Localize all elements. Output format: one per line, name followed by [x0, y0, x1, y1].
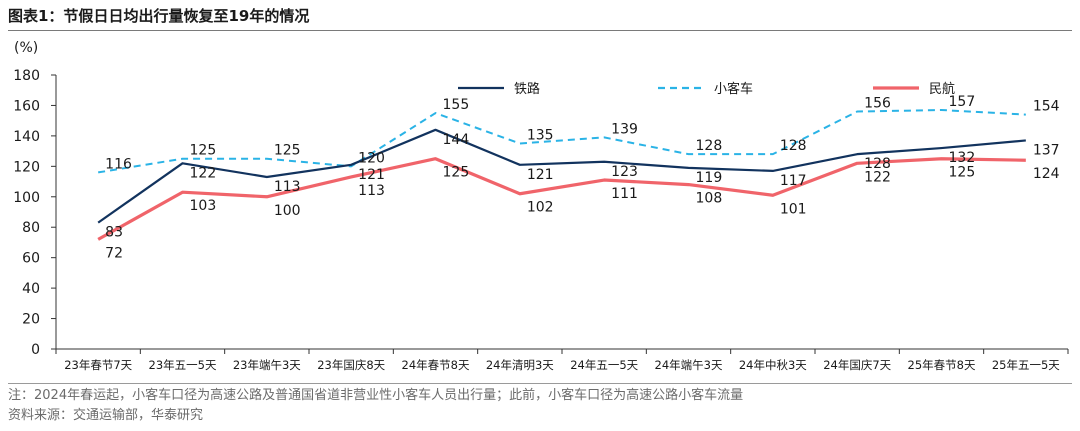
data-label-air: 108 [696, 191, 723, 207]
x-tick-label: 24年端午3天 [655, 358, 723, 372]
x-tick-label: 23年端午3天 [233, 358, 301, 372]
legend-label-air: 民航 [929, 81, 955, 97]
data-label-car: 120 [358, 150, 385, 166]
data-label-rail: 123 [611, 164, 638, 180]
data-label-rail: 117 [780, 173, 807, 189]
data-label-rail: 122 [190, 165, 217, 181]
chart-source: 资料来源：交通运输部，华泰研究 [8, 408, 204, 423]
data-label-air: 122 [864, 169, 891, 185]
y-tick-label: 60 [22, 251, 40, 267]
x-tick-label: 23年春节7天 [64, 358, 132, 372]
x-tick-label: 23年五一5天 [149, 358, 217, 372]
y-tick-label: 160 [13, 98, 40, 114]
data-label-car: 125 [190, 143, 217, 159]
data-label-air: 113 [358, 183, 385, 199]
legend-label-rail: 铁路 [514, 81, 540, 97]
data-label-air: 125 [443, 165, 470, 181]
data-label-air: 111 [611, 186, 638, 202]
x-tick-label: 24年清明3天 [486, 358, 554, 372]
data-label-car: 116 [105, 156, 132, 172]
chart-title: 图表1：节假日日均出行量恢复至19年的情况 [8, 7, 310, 25]
x-tick-label: 24年中秋3天 [739, 358, 807, 372]
y-tick-label: 40 [22, 281, 40, 297]
data-label-air: 101 [780, 201, 807, 217]
data-label-air: 102 [527, 200, 554, 216]
chart-note: 注：2024年春运起，小客车口径为高速公路及普通国省道非营业性小客车人员出行量；… [8, 388, 744, 403]
data-label-car: 128 [696, 138, 723, 154]
y-tick-label: 180 [13, 68, 40, 84]
y-axis-unit: (%) [14, 40, 38, 56]
line-chart: (%) 0 20 40 60 80 100 120 140 160 180 23年春节7天 23年五一5… [13, 40, 1069, 372]
data-label-air: 100 [274, 203, 301, 219]
title-divider [8, 30, 1072, 31]
series-line-rail [97, 128, 1026, 224]
data-label-car: 157 [949, 94, 976, 110]
data-label-car: 154 [1033, 99, 1060, 115]
data-label-rail: 132 [949, 150, 976, 166]
data-label-car: 155 [443, 97, 470, 113]
data-label-rail: 113 [274, 179, 301, 195]
legend-label-car: 小客车 [714, 81, 753, 97]
data-label-car: 125 [274, 143, 301, 159]
x-tick-label: 24年春节8天 [402, 358, 470, 372]
chart-title-row: 图表1：节假日日均出行量恢复至19年的情况 [8, 4, 1072, 32]
series-line-car [98, 109, 1026, 174]
y-tick-label: 100 [13, 190, 40, 206]
data-label-car: 135 [527, 128, 554, 144]
series-line-air [97, 157, 1026, 241]
x-tick-label: 25年春节8天 [908, 358, 976, 372]
data-label-rail: 144 [443, 132, 470, 148]
data-label-rail: 121 [527, 167, 554, 183]
data-label-rail: 119 [696, 170, 723, 186]
footer-divider [8, 383, 1072, 384]
data-label-rail: 128 [864, 156, 891, 172]
data-label-car: 139 [611, 121, 638, 137]
data-label-rail: 83 [105, 225, 123, 241]
y-tick-label: 140 [13, 129, 40, 145]
data-label-rail: 137 [1033, 142, 1060, 158]
x-tick-label: 24年国庆7天 [823, 358, 891, 372]
series-lines [97, 109, 1026, 241]
data-label-air: 103 [190, 198, 217, 214]
y-tick-label: 0 [31, 342, 40, 358]
legend: 铁路 小客车 民航 [458, 81, 955, 97]
x-tick-label: 25年五一5天 [992, 358, 1060, 372]
data-label-air: 72 [105, 245, 123, 261]
data-label-rail: 121 [358, 167, 385, 183]
x-tick-label: 24年五一5天 [570, 358, 638, 372]
y-tick-label: 80 [22, 220, 40, 236]
y-tick-label: 120 [13, 159, 40, 175]
y-tick-label: 20 [22, 312, 40, 328]
data-label-air: 124 [1033, 166, 1060, 182]
data-label-car: 128 [780, 138, 807, 154]
axes: (%) 0 20 40 60 80 100 120 140 160 180 23年春节7天 23年五一5… [13, 40, 1069, 372]
x-tick-label: 23年国庆8天 [317, 358, 385, 372]
data-label-air: 125 [949, 165, 976, 181]
data-label-car: 156 [864, 96, 891, 112]
